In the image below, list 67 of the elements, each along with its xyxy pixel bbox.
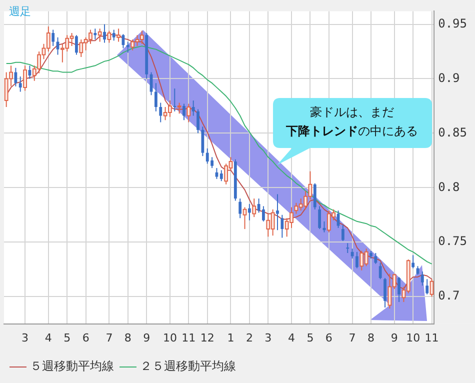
x-tick-label: 8 [367,331,374,344]
legend-label: ５週移動平均線 [30,359,114,374]
candlestick [374,252,378,264]
annotation: の中にある [358,124,418,138]
legend-label: ２５週移動平均線 [140,359,236,374]
candlestick [356,251,358,269]
candlestick [52,29,55,47]
x-tick-label: 6 [325,331,332,344]
candlestick [220,170,223,182]
candlestick [248,203,251,221]
y-tick-label: 0.95 [438,16,468,30]
x-tick-label: 6 [82,331,90,344]
x-tick-label: 3 [264,331,272,344]
x-tick-label: 4 [288,331,296,344]
y-tick-label: 0.8 [438,180,460,194]
x-tick-label: 10 [162,331,177,344]
candlestick [238,198,242,219]
annotation: 豪ドルは、まだ [309,104,395,121]
candlestick [173,88,176,112]
candlestick [378,262,382,280]
candlestick [182,103,186,121]
candlestick [56,36,60,56]
x-tick-label: 2 [246,331,253,344]
x-tick-label: 9 [390,331,398,344]
annotation: 下降トレンド [286,124,358,138]
x-tick-label: 7 [106,331,113,344]
x-tick-label: 1 [227,331,234,344]
candlestick [318,206,322,230]
x-tick-label: 8 [124,331,132,344]
candlestick [201,126,204,157]
candlestick [426,278,429,295]
x-tick-label: 7 [348,331,356,344]
candlestick [398,276,400,303]
candlestick [126,41,130,54]
candlestick [154,82,158,112]
y-tick-label: 0.7 [438,288,460,303]
candlestick [346,242,350,254]
candlestick [112,29,116,42]
candlestick [276,194,279,231]
candlestick [14,67,18,87]
y-tick-label: 0.75 [438,234,468,248]
x-tick-label: 4 [44,331,52,344]
candlestick [313,182,316,210]
candlestick [420,271,424,286]
x-tick-label: 12 [200,331,214,344]
candlestick [384,278,386,308]
candlestick [196,108,200,134]
y-tick-label: 0.9 [438,70,460,85]
candlestick [103,24,106,44]
x-tick-label: 10 [406,331,420,344]
candlestick [341,224,344,242]
candlestick [75,34,78,56]
candlestick [280,214,284,238]
annotation: 週足 [9,4,31,19]
candlestick [262,206,265,222]
x-tick-label: 11 [424,331,439,344]
candlestick [94,28,97,40]
candlestick [412,254,415,269]
x-tick-label: 3 [22,331,29,344]
x-tick-label: 5 [306,331,314,344]
candlestick [159,102,162,123]
x-tick-label: 9 [143,331,150,344]
x-tick-label: 11 [182,331,196,344]
candlestick [192,100,195,116]
candlestick [18,76,22,92]
x-tick-label: 5 [64,331,71,344]
y-tick-label: 0.85 [438,125,468,140]
